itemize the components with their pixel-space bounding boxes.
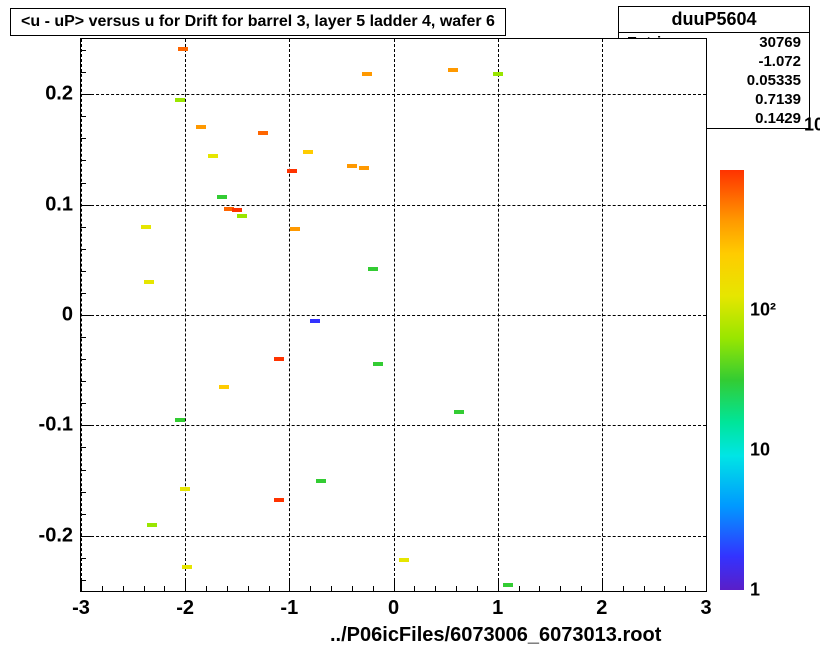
gridline-v xyxy=(706,39,707,591)
data-point xyxy=(359,166,369,170)
x-tick-label: 3 xyxy=(700,597,711,620)
colorbar: 11010²10³ xyxy=(720,170,744,590)
data-point xyxy=(178,47,188,51)
x-tick-label: -2 xyxy=(176,597,194,620)
y-tick-label: -0.2 xyxy=(39,524,73,547)
x-tick-label: 0 xyxy=(388,597,399,620)
y-tick-label: 0.1 xyxy=(45,193,73,216)
data-point xyxy=(274,498,284,502)
data-point xyxy=(147,523,157,527)
data-point xyxy=(347,164,357,168)
colorbar-tick: 10³ xyxy=(804,115,820,136)
data-point xyxy=(454,410,464,414)
data-point xyxy=(399,558,409,562)
data-point xyxy=(182,565,192,569)
data-point xyxy=(217,195,227,199)
data-point xyxy=(448,68,458,72)
data-point xyxy=(237,214,247,218)
colorbar-tick: 1 xyxy=(750,580,760,601)
data-point xyxy=(290,227,300,231)
x-axis-label: ../P06icFiles/6073006_6073013.root xyxy=(330,624,661,647)
plot-title: <u - uP> versus u for Drift for barrel 3… xyxy=(10,8,506,36)
data-point xyxy=(175,418,185,422)
x-tick-label: 1 xyxy=(492,597,503,620)
data-point xyxy=(303,150,313,154)
data-point xyxy=(141,225,151,229)
data-point xyxy=(362,72,372,76)
data-point xyxy=(258,131,268,135)
data-point xyxy=(316,479,326,483)
x-tick-label: 2 xyxy=(596,597,607,620)
y-tick-label: 0 xyxy=(62,304,73,327)
y-tick-label: -0.1 xyxy=(39,414,73,437)
x-tick-label: -3 xyxy=(72,597,90,620)
data-point xyxy=(208,154,218,158)
colorbar-tick: 10 xyxy=(750,439,770,460)
data-point xyxy=(274,357,284,361)
colorbar-tick: 10² xyxy=(750,299,776,320)
data-point xyxy=(368,267,378,271)
data-point xyxy=(144,280,154,284)
stats-name: duuP5604 xyxy=(619,7,809,33)
data-point xyxy=(503,583,513,587)
data-point xyxy=(175,98,185,102)
plot-area: -0.2-0.100.10.2-3-2-10123 xyxy=(80,38,707,592)
data-point xyxy=(373,362,383,366)
y-tick-label: 0.2 xyxy=(45,83,73,106)
data-point xyxy=(219,385,229,389)
data-point xyxy=(180,487,190,491)
x-tick-label: -1 xyxy=(280,597,298,620)
data-point xyxy=(310,319,320,323)
root-canvas: <u - uP> versus u for Drift for barrel 3… xyxy=(0,0,820,660)
data-point xyxy=(232,208,242,212)
data-point xyxy=(287,169,297,173)
data-point xyxy=(196,125,206,129)
data-point xyxy=(493,72,503,76)
